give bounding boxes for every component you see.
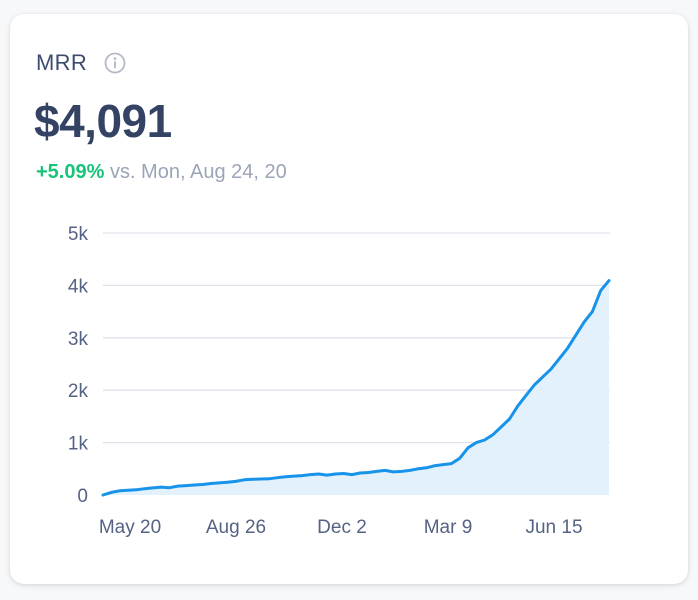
y-tick-label: 3k xyxy=(68,329,89,350)
comparison-line: +5.09% vs. Mon, Aug 24, 20 xyxy=(36,161,287,184)
change-percentage: +5.09% xyxy=(36,161,105,183)
chart-gridlines xyxy=(103,232,610,444)
comparison-text: vs. Mon, Aug 24, 20 xyxy=(104,161,287,183)
y-tick-label: 0 xyxy=(77,486,88,507)
x-tick-label: Aug 26 xyxy=(206,517,266,538)
y-tick-label: 5k xyxy=(68,224,89,245)
mrr-value: $4,091 xyxy=(34,95,172,147)
y-tick-label: 1k xyxy=(68,434,89,455)
card-title: MRR xyxy=(36,50,88,75)
y-tick-label: 2k xyxy=(68,381,89,402)
info-icon[interactable] xyxy=(104,52,126,74)
y-axis-labels: 0 1k 2k 3k 4k 5k xyxy=(68,224,89,507)
card-header: MRR xyxy=(36,50,126,76)
x-tick-label: Jun 15 xyxy=(525,517,582,538)
y-tick-label: 4k xyxy=(68,276,89,297)
x-tick-label: Mar 9 xyxy=(424,517,473,538)
x-axis-labels: May 20 Aug 26 Dec 2 Mar 9 Jun 15 xyxy=(99,517,583,538)
series-line xyxy=(101,279,611,497)
x-tick-label: Dec 2 xyxy=(317,517,367,538)
x-tick-label: May 20 xyxy=(99,517,161,538)
